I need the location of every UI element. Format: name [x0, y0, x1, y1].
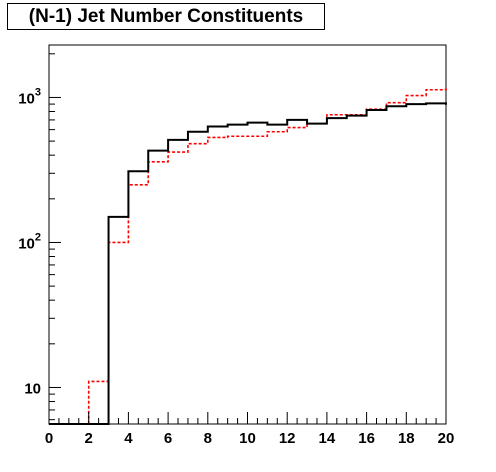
- y-tick-exponent: 3: [35, 86, 41, 98]
- x-tick-label: 10: [239, 430, 256, 447]
- series-layer: [49, 87, 447, 425]
- x-tick-label: 14: [319, 430, 336, 447]
- x-tick-label: 18: [398, 430, 415, 447]
- series-dashed: [49, 87, 447, 425]
- x-tick-label: 12: [279, 430, 296, 447]
- y-tick-base: 10: [18, 235, 35, 252]
- y-tick-label: 102: [18, 231, 41, 252]
- x-tick-label: 16: [358, 430, 375, 447]
- x-tick-label: 4: [124, 430, 133, 447]
- x-tick-label: 20: [438, 430, 455, 447]
- x-tick-label: 0: [45, 430, 53, 447]
- x-tick-label: 6: [164, 430, 172, 447]
- y-tick-exponent: 2: [35, 231, 41, 243]
- x-tick-label: 2: [85, 430, 93, 447]
- series-line: [49, 87, 447, 425]
- x-tick-label: 8: [204, 430, 212, 447]
- y-tick-base: 10: [18, 90, 35, 107]
- chart-title: (N-1) Jet Number Constituents: [28, 5, 304, 27]
- y-tick-base: 10: [24, 380, 41, 397]
- y-tick-label: 10: [24, 380, 41, 397]
- series-solid: [49, 102, 447, 425]
- y-tick-label: 103: [18, 86, 41, 107]
- chart-title-box: (N-1) Jet Number Constituents: [7, 3, 325, 30]
- series-line: [49, 102, 447, 425]
